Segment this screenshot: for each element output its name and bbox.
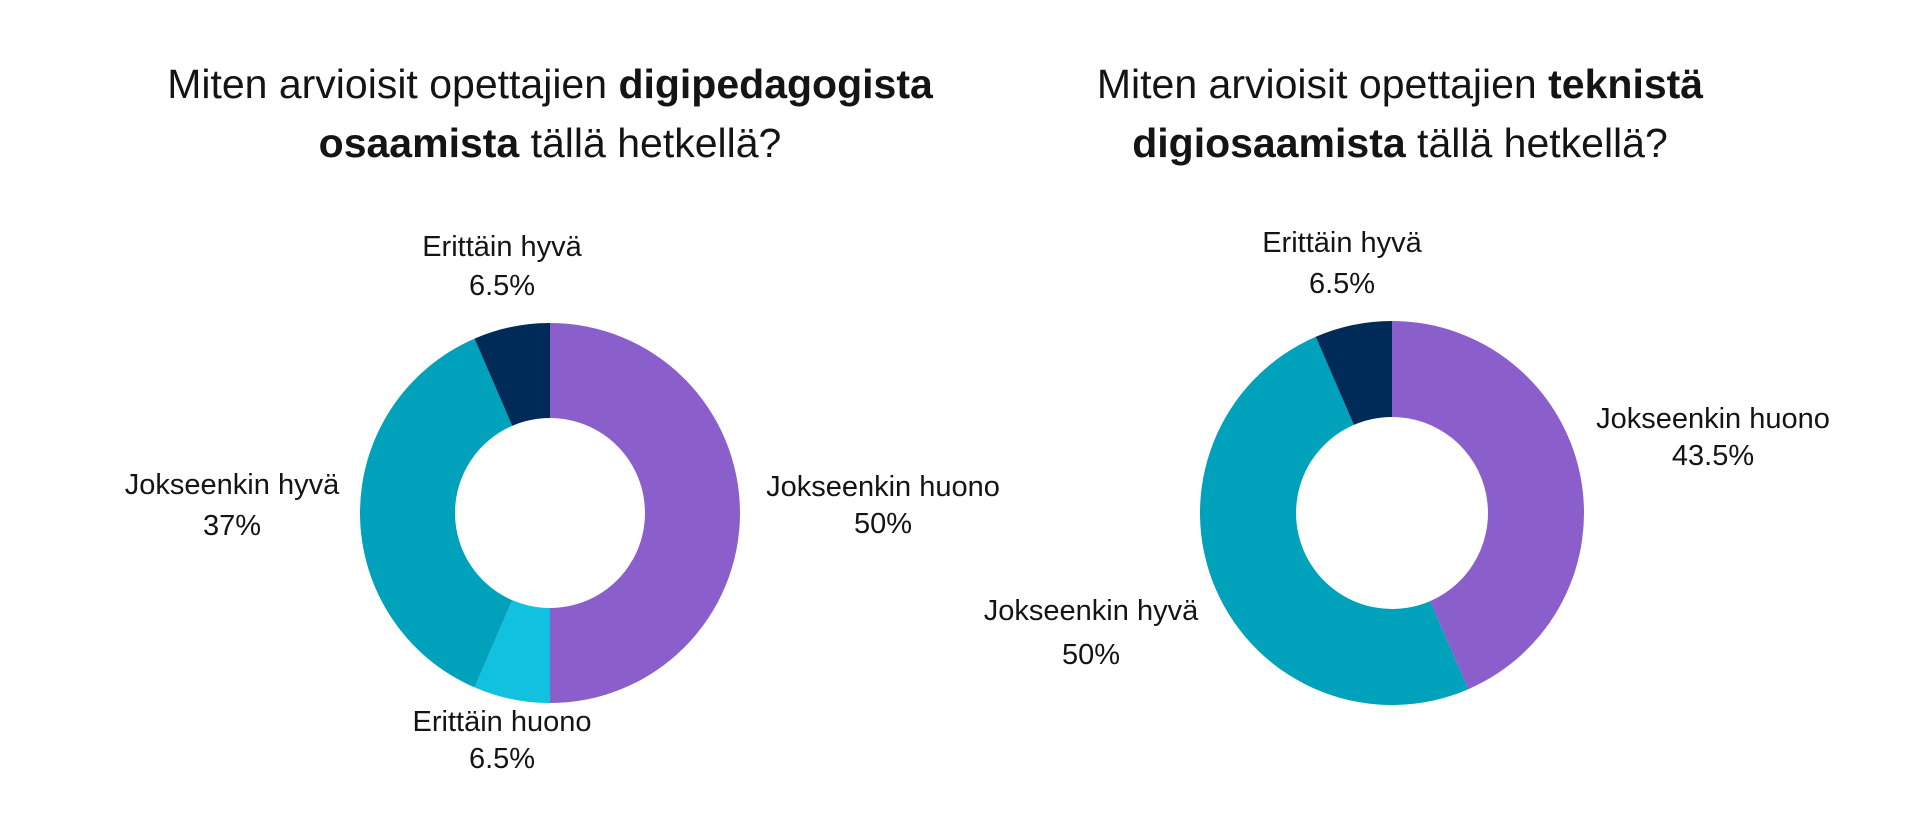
chart-1-title-line1-prefix: Miten arvioisit opettajien (167, 61, 619, 107)
donut-1-slice-2-name: Erittäin huono (413, 706, 592, 738)
chart-2-title-line2-suffix: tällä hetkellä? (1405, 120, 1668, 166)
donut-2-slice-3-value: 6.5% (1309, 268, 1375, 300)
chart-2-title-line1-prefix: Miten arvioisit opettajien (1096, 61, 1549, 107)
chart-2-title: Miten arvioisit opettajien teknistä digi… (1000, 55, 1800, 173)
donut-1-slice-1 (550, 323, 740, 703)
donut-chart-digipedagogical: Jokseenkin huono 50% Erittäin huono 6.5% Jok… (125, 231, 1000, 775)
chart-2-title-line1-bold: teknistä (1548, 61, 1704, 107)
donut-1-slice-1-value: 50% (854, 508, 912, 540)
donut-2-slice-2 (1200, 336, 1469, 705)
chart-1-title-line2-suffix: tällä hetkellä? (519, 120, 782, 166)
chart-1-title-line1-bold: digipedagogista (618, 61, 933, 107)
donut-2-slice-3 (1315, 321, 1392, 425)
donut-1-slice-1-name: Jokseenkin huono (766, 471, 1000, 503)
donut-2-slice-2-value: 50% (1062, 639, 1120, 671)
donut-1-slice-3-value: 37% (203, 510, 261, 542)
donut-1-slice-3-name: Jokseenkin hyvä (125, 469, 340, 501)
donut-1-slice-2-value: 6.5% (469, 743, 535, 775)
donut-2-slice-1 (1392, 321, 1585, 690)
donut-1-slice-4 (474, 323, 550, 426)
chart-1-title-line2-bold: osaamista (318, 120, 520, 166)
donut-chart-technical: Jokseenkin huono 43.5% Jokseenkin hyvä 50% E… (984, 227, 1830, 705)
donut-2-slice-2-name: Jokseenkin hyvä (984, 595, 1199, 627)
donut-1-slice-4-name: Erittäin hyvä (422, 231, 582, 263)
donut-1-slice-2 (474, 600, 550, 703)
donut-2-slice-1-name: Jokseenkin huono (1596, 403, 1830, 435)
chart-2-title-line2-bold: digiosaamista (1132, 120, 1406, 166)
donut-1-slice-4-value: 6.5% (469, 270, 535, 302)
chart-1-title: Miten arvioisit opettajien digipedagogis… (100, 55, 1000, 173)
donut-2-slice-3-name: Erittäin hyvä (1262, 227, 1422, 259)
donut-2-slice-1-value: 43.5% (1672, 440, 1754, 472)
donut-1-slice-3 (360, 338, 513, 688)
